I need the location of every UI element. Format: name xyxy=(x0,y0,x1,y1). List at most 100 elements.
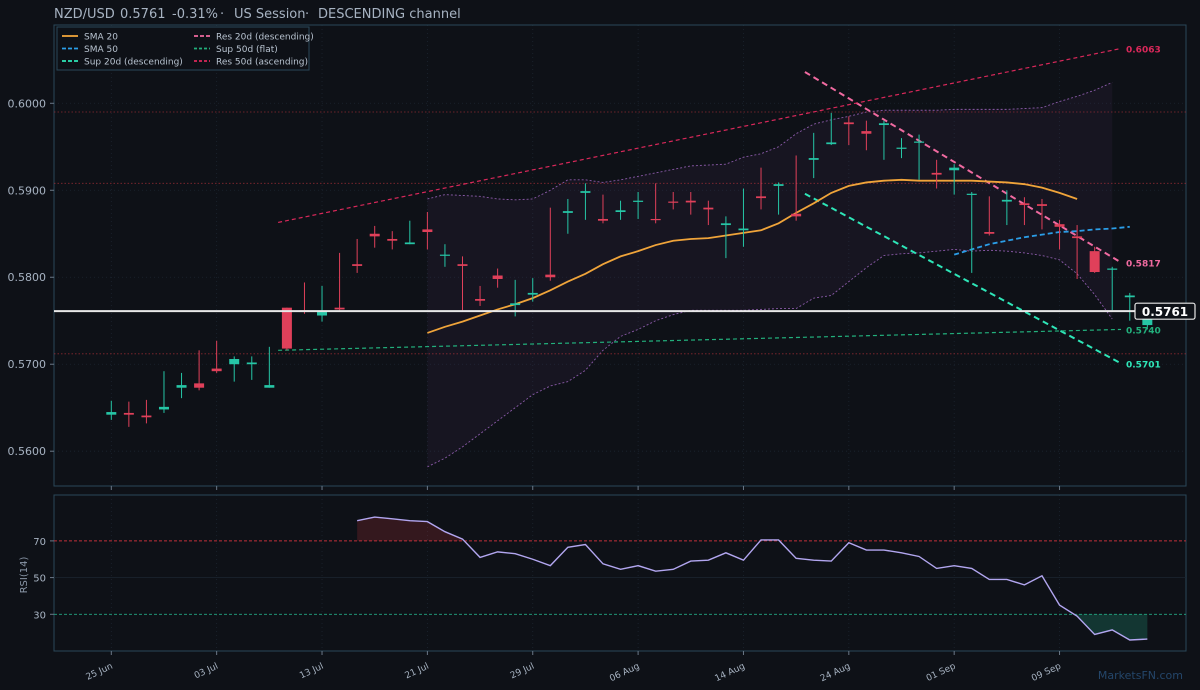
candle xyxy=(791,155,802,221)
candle-body xyxy=(1107,268,1118,270)
candle-body xyxy=(281,307,292,349)
candle-body xyxy=(194,383,205,388)
candle-body xyxy=(211,368,222,372)
candle-body xyxy=(141,415,152,418)
candlesticks xyxy=(106,112,1153,427)
candle xyxy=(843,116,854,146)
legend: SMA 20 SMA 50 Sup 20d (descending) Res 20d … xyxy=(56,26,314,71)
price-grid xyxy=(54,25,1186,651)
rsi-tick-label: 70 xyxy=(33,537,46,548)
candle xyxy=(194,350,205,391)
candle-body xyxy=(334,307,345,310)
candle-body xyxy=(738,228,749,231)
trendline-value-label: 0.5701 xyxy=(1126,360,1161,370)
trendline xyxy=(804,71,1122,264)
candle xyxy=(439,244,450,267)
candle xyxy=(457,256,468,311)
sma50-line xyxy=(953,225,1130,256)
candle xyxy=(334,252,345,311)
candle xyxy=(615,200,626,220)
candle xyxy=(896,138,907,159)
candle-body xyxy=(650,218,661,221)
candle-body xyxy=(229,359,240,365)
candle-body xyxy=(668,201,679,203)
candle-body xyxy=(317,312,328,316)
candle-body xyxy=(1036,204,1047,206)
y-tick-label: 0.5700 xyxy=(8,358,47,371)
candle-body xyxy=(914,141,925,143)
candle xyxy=(738,188,749,247)
bollinger-fill xyxy=(427,82,1113,467)
candle-body xyxy=(510,303,521,306)
candle xyxy=(106,400,117,420)
legend-label: SMA 50 xyxy=(84,45,118,55)
candle xyxy=(1019,197,1030,226)
candle xyxy=(527,278,538,302)
candle xyxy=(246,356,257,380)
bollinger-bands xyxy=(427,81,1113,468)
sma20-line xyxy=(427,178,1078,334)
candle xyxy=(633,192,644,219)
candle xyxy=(580,183,591,220)
candle-body xyxy=(966,193,977,195)
candle xyxy=(685,192,696,215)
candle-body xyxy=(861,131,872,134)
rsi-y-ticks: 30 50 70 xyxy=(33,537,54,621)
candle xyxy=(650,183,661,224)
y-tick-label: 0.6000 xyxy=(8,97,47,110)
candle-body xyxy=(527,292,538,295)
header-change: -0.31% xyxy=(172,7,218,22)
legend-label: Res 50d (ascending) xyxy=(216,58,308,68)
watermark: MarketsFN.com xyxy=(1098,669,1183,682)
candle xyxy=(422,212,433,250)
candle xyxy=(545,207,556,281)
trendline-value-label: 0.5817 xyxy=(1126,259,1161,269)
candle xyxy=(387,231,398,250)
candle-body xyxy=(545,274,556,278)
y-tick-label: 0.5600 xyxy=(8,445,47,458)
candle xyxy=(158,371,169,413)
candle-body xyxy=(791,213,802,217)
candle xyxy=(597,194,608,224)
candle-body xyxy=(685,200,696,203)
candle-body xyxy=(422,229,433,233)
candle-body xyxy=(369,233,380,237)
candle-body xyxy=(773,184,784,186)
candle-body xyxy=(1054,224,1065,227)
candle xyxy=(281,307,292,351)
candle xyxy=(773,182,784,215)
candle-body xyxy=(720,223,731,226)
candle xyxy=(914,134,925,180)
rsi-tick-label: 50 xyxy=(33,574,46,585)
candle-body xyxy=(439,254,450,256)
candle-body xyxy=(615,210,626,213)
header-sep-2: · xyxy=(305,7,309,22)
candle-body xyxy=(1089,251,1100,273)
candle xyxy=(1001,190,1012,226)
rsi-tick-label: 30 xyxy=(33,610,46,621)
candle xyxy=(141,399,152,424)
candle xyxy=(369,225,380,248)
price-axes xyxy=(53,24,1187,487)
candle-body xyxy=(475,298,486,301)
candle-body xyxy=(352,264,363,266)
candle-body xyxy=(1019,203,1030,206)
candle-body xyxy=(106,412,117,415)
header-symbol: NZD/USD xyxy=(54,7,115,22)
candle-body xyxy=(123,412,134,415)
rsi-series xyxy=(54,516,1186,641)
header-session: US Session xyxy=(234,7,306,22)
candle-body xyxy=(492,275,503,279)
candle xyxy=(878,120,889,160)
header-price: 0.5761 xyxy=(120,7,166,22)
candle xyxy=(984,196,995,236)
trendlines xyxy=(277,47,1122,365)
candle-body xyxy=(878,123,889,126)
candle-body xyxy=(756,196,767,199)
trendline-value-label: 0.6063 xyxy=(1126,45,1161,55)
candle xyxy=(492,268,503,288)
current-price-badge xyxy=(1134,302,1196,320)
candle xyxy=(966,192,977,273)
